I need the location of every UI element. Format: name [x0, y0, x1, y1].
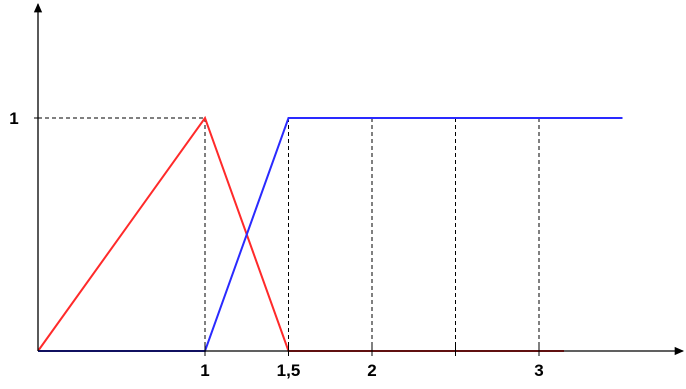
red-membership-line	[37, 115, 564, 352]
tick-labels: 1 1,5 2 3 1	[9, 109, 543, 380]
axes	[33, 2, 685, 356]
tick-marks	[34, 117, 540, 356]
x-tick-label: 3	[534, 361, 543, 380]
x-tick-label: 1	[200, 361, 209, 380]
series-lines	[37, 115, 623, 352]
x-tick-label: 1,5	[277, 361, 301, 380]
x-tick-label: 2	[367, 361, 376, 380]
y-tick-label: 1	[9, 109, 18, 128]
blue-membership-line	[38, 117, 623, 352]
guide-lines	[38, 117, 540, 351]
